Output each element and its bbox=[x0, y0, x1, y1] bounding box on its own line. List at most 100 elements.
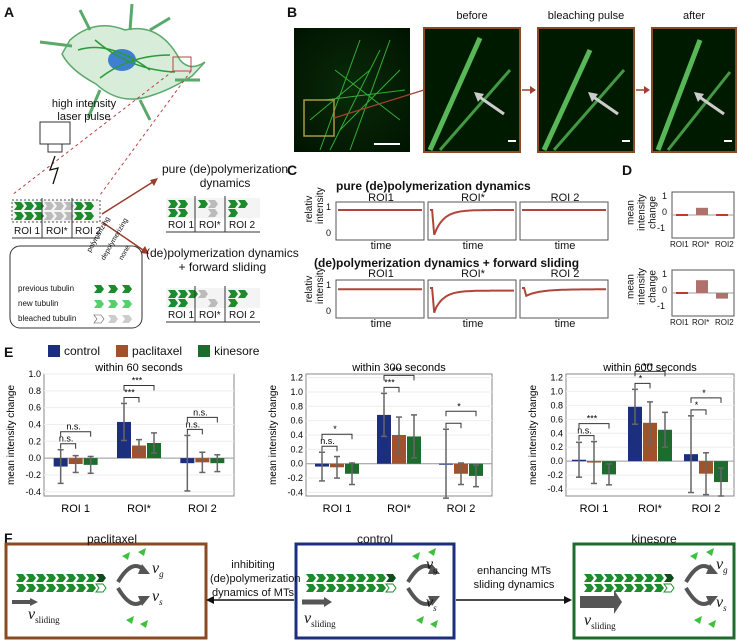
f-tubulin bbox=[644, 574, 654, 582]
roi1-label-branch1: ROI 1 bbox=[168, 220, 195, 231]
arrow-to-branch1 bbox=[101, 179, 157, 215]
d-bot-cat-roi1: ROI1 bbox=[670, 318, 689, 327]
c-bot-roi2: ROI 2 bbox=[550, 268, 580, 280]
e-sig-bracket bbox=[186, 416, 218, 423]
f-tubulin bbox=[584, 574, 594, 582]
f-kin-vs: vs bbox=[716, 594, 727, 614]
f-tubulin bbox=[634, 584, 644, 592]
laser-device bbox=[39, 121, 71, 145]
f-tubulin-leaf-icon bbox=[706, 548, 714, 556]
c-top-roi1: ROI1 bbox=[368, 192, 394, 204]
f-tubulin bbox=[376, 584, 386, 592]
f-pac-vsliding: vsliding bbox=[28, 606, 60, 626]
c-plot-frame bbox=[427, 201, 517, 241]
c-top-roi2: ROI 2 bbox=[550, 192, 580, 204]
c-ylabel-top: relativ intensity bbox=[304, 187, 326, 224]
e-ytick-label: -0.4 bbox=[25, 487, 41, 497]
zoom-line-left bbox=[11, 70, 174, 196]
e-ytick-label: 0.0 bbox=[290, 459, 303, 469]
neuron-neurites bbox=[39, 3, 200, 121]
d-top-cat-roistar: ROI* bbox=[692, 240, 710, 249]
f-vg-arrowhead bbox=[706, 564, 718, 574]
e-chart-ylabel: mean intensity change bbox=[528, 385, 539, 486]
f-tubulin bbox=[56, 574, 66, 582]
c-intensity-curve bbox=[522, 287, 606, 298]
e-sig-label: n.s. bbox=[320, 436, 335, 446]
arrow-head-branch1 bbox=[150, 178, 158, 186]
f-arrow-left-label: inhibiting (de)polymerization dynamics o… bbox=[210, 559, 301, 599]
f-tubulin bbox=[356, 574, 366, 582]
e-chart-title: within 60 seconds bbox=[94, 362, 183, 374]
e-ytick-label: 1.0 bbox=[550, 386, 563, 396]
legend-swatch-kinesore bbox=[198, 345, 211, 357]
e-sig-label: n.s. bbox=[59, 434, 74, 444]
panel-label-e: E bbox=[4, 344, 14, 360]
e-sig-label: * bbox=[639, 373, 643, 383]
f-pac-vg: vg bbox=[152, 560, 164, 580]
f-ctl-vs: vs bbox=[426, 594, 437, 614]
legend-row-previous: previous tubulin bbox=[18, 284, 75, 293]
f-kin-vsliding: vsliding bbox=[584, 612, 616, 632]
legend-label-control: control bbox=[64, 344, 101, 358]
legend-row-bleached: bleached tubulin bbox=[18, 314, 77, 323]
e-sig-bracket bbox=[60, 431, 92, 437]
e-category-label: ROI 2 bbox=[692, 503, 721, 515]
f-sliding-arrowhead bbox=[324, 597, 332, 607]
e-chart-ylabel: mean intensity change bbox=[268, 385, 279, 486]
e-ytick-label: 0.4 bbox=[28, 419, 41, 429]
e-chart-title: within 600 seconds bbox=[602, 362, 697, 374]
d-bot-cat-roistar: ROI* bbox=[692, 318, 710, 327]
title-after: after bbox=[682, 10, 705, 22]
f-tubulin bbox=[26, 584, 36, 592]
c-bot-xlabel-2: time bbox=[462, 318, 484, 330]
f-tubulin bbox=[594, 574, 604, 582]
e-category-label: ROI 2 bbox=[447, 503, 476, 515]
f-tubulin bbox=[604, 574, 614, 582]
c-top-xlabel-3: time bbox=[554, 240, 576, 252]
d-top-tick-m1: -1 bbox=[657, 223, 666, 233]
e-sig-bracket bbox=[186, 428, 203, 435]
e-category-label: ROI 2 bbox=[188, 503, 217, 515]
f-tubulin bbox=[663, 583, 675, 593]
legend-row-new: new tubulin bbox=[18, 299, 59, 308]
f-tubulin bbox=[66, 584, 76, 592]
f-tubulin bbox=[346, 574, 356, 582]
d-ylabel-top: mean intensity change bbox=[625, 194, 659, 231]
f-tubulin bbox=[584, 584, 594, 592]
e-sig-bracket bbox=[321, 445, 338, 452]
f-tubulin bbox=[76, 584, 86, 592]
e-sig-label: *** bbox=[384, 377, 395, 387]
f-arrow-right-head bbox=[564, 596, 572, 604]
e-sig-bracket bbox=[445, 410, 477, 417]
f-arrow-left-head bbox=[206, 596, 214, 604]
d-top-cat-roi2: ROI2 bbox=[715, 240, 734, 249]
legend-swatch-control bbox=[48, 345, 60, 357]
e-category-label: ROI 1 bbox=[61, 503, 90, 515]
legend-control: control bbox=[48, 344, 100, 358]
e-ytick-label: 0.8 bbox=[290, 401, 303, 411]
f-arrow-right-label: enhancing MTs sliding dynamics bbox=[473, 565, 555, 591]
f-tubulin bbox=[366, 584, 376, 592]
f-tubulin bbox=[316, 584, 326, 592]
f-tubulin bbox=[86, 574, 96, 582]
panel-label-b: B bbox=[287, 4, 298, 20]
c-bot-ytick-1: 1 bbox=[326, 280, 332, 290]
e-sig-label: *** bbox=[587, 414, 598, 424]
arrow-head-branch2 bbox=[140, 246, 149, 254]
f-tubulin bbox=[36, 574, 46, 582]
f-tubulin bbox=[46, 574, 56, 582]
e-category-label: ROI 1 bbox=[580, 503, 609, 515]
panel-c-plots bbox=[335, 201, 609, 319]
f-tubulin-leaf-icon bbox=[708, 620, 716, 628]
e-sig-bracket bbox=[383, 386, 400, 393]
f-pac-vs: vs bbox=[152, 588, 163, 608]
f-tubulin bbox=[624, 574, 634, 582]
e-sig-bracket bbox=[123, 384, 155, 391]
c-plot-frame bbox=[519, 201, 609, 241]
e-sig-label: *** bbox=[392, 365, 403, 375]
f-title-control: control bbox=[356, 532, 394, 546]
zoom-line-right bbox=[99, 70, 192, 196]
c-title-top: pure (de)polymerization dynamics bbox=[336, 179, 531, 193]
f-tubulin bbox=[386, 574, 396, 582]
panel-label-a: A bbox=[4, 4, 15, 20]
